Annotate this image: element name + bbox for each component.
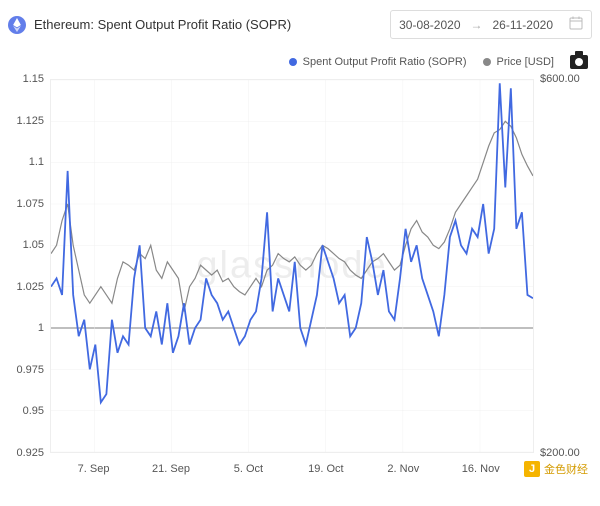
y-left-tick: 1.025 [16, 281, 44, 293]
x-tick: 19. Oct [308, 463, 343, 475]
y-axis-left: 0.9250.950.97511.0251.051.0751.11.1251.1… [8, 79, 48, 453]
x-tick: 7. Sep [78, 463, 110, 475]
plot-svg [51, 80, 533, 452]
arrow-right-icon: → [471, 18, 483, 32]
y-left-tick: 0.95 [23, 405, 44, 417]
y-right-tick: $600.00 [540, 73, 580, 85]
y-axis-right: $200.00$600.00 [536, 79, 592, 453]
x-axis: 7. Sep 21. Sep 5. Oct 19. Oct 2. Nov 16. Nov [50, 457, 534, 483]
y-left-tick: 1.05 [23, 239, 44, 251]
source-badge: J 金色财经 [524, 461, 588, 477]
date-range-picker[interactable]: 30-08-2020 → 26-11-2020 [390, 10, 592, 39]
y-left-tick: 1 [38, 322, 44, 334]
y-left-tick: 1.1 [29, 156, 44, 168]
source-badge-icon: J [524, 461, 540, 477]
ethereum-icon [8, 16, 26, 34]
legend-item-sopr[interactable]: Spent Output Profit Ratio (SOPR) [289, 56, 467, 68]
chart-area: 0.925 0.95 0.975 1 1.025 1.05 1.075 1.1 1.125 1.1… [8, 73, 592, 483]
y-right-tick: $200.00 [540, 447, 580, 459]
legend-label-price: Price [USD] [497, 56, 554, 68]
source-badge-text: 金色财经 [544, 461, 588, 477]
y-left-tick: 0.925 [16, 447, 44, 459]
x-tick: 5. Oct [234, 463, 263, 475]
plot-region[interactable]: glassnode [50, 79, 534, 453]
calendar-icon [569, 16, 583, 33]
title-group: Ethereum: Spent Output Profit Ratio (SOP… [8, 16, 291, 34]
y-left-tick: 0.975 [16, 364, 44, 376]
date-to: 26-11-2020 [493, 18, 554, 32]
chart-legend: Spent Output Profit Ratio (SOPR) Price [… [8, 55, 592, 69]
x-tick: 21. Sep [152, 463, 190, 475]
legend-dot-price [483, 58, 491, 66]
x-tick: 16. Nov [462, 463, 500, 475]
legend-item-price[interactable]: Price [USD] [483, 56, 554, 68]
legend-label-sopr: Spent Output Profit Ratio (SOPR) [303, 56, 467, 68]
x-tick: 2. Nov [387, 463, 419, 475]
y-left-tick: 1.075 [16, 198, 44, 210]
chart-title: Ethereum: Spent Output Profit Ratio (SOP… [34, 17, 291, 32]
y-left-tick: 1.15 [23, 73, 44, 85]
snapshot-icon[interactable] [570, 55, 588, 69]
date-from: 30-08-2020 [399, 18, 460, 32]
header-bar: Ethereum: Spent Output Profit Ratio (SOP… [8, 10, 592, 39]
y-left-tick: 1.125 [16, 115, 44, 127]
legend-dot-sopr [289, 58, 297, 66]
